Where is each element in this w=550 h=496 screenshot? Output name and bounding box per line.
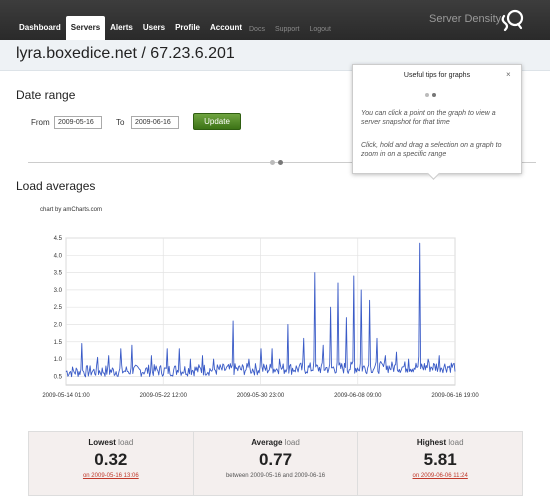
- chart-credit-link[interactable]: chart by amCharts.com: [40, 207, 103, 213]
- pager-dot-active[interactable]: [278, 160, 283, 165]
- from-label: From: [31, 118, 50, 127]
- tips-pager-dot-active[interactable]: [432, 93, 436, 97]
- close-icon[interactable]: ×: [506, 70, 511, 79]
- nav-profile[interactable]: Profile: [175, 23, 200, 32]
- y-tick-label: 4.5: [54, 236, 63, 242]
- average-load-card: Average load 0.77 between 2009-05-16 and…: [194, 432, 359, 495]
- lowest-load-card: Lowest load 0.32 on 2009-05-16 13:06: [29, 432, 194, 495]
- x-tick-label: 2009-05-22 12:00: [140, 393, 188, 399]
- average-load-range: between 2009-05-16 and 2009-06-16: [225, 473, 326, 479]
- update-button[interactable]: Update: [193, 113, 241, 130]
- tip-click-point: You can click a point on the graph to vi…: [361, 110, 496, 126]
- y-tick-label: 1.5: [54, 340, 63, 346]
- tips-pager: [425, 93, 436, 97]
- y-tick-label: 1.0: [54, 357, 63, 363]
- x-tick-label: 2009-06-16 19:00: [431, 393, 479, 399]
- page-title: lyra.boxedice.net / 67.23.6.201: [16, 45, 235, 62]
- tips-popover: Useful tips for graphs × You can click a…: [352, 64, 522, 180]
- server-density-logo-icon[interactable]: [500, 6, 524, 34]
- y-tick-label: 0.5: [54, 374, 63, 380]
- x-tick-label: 2009-05-30 23:00: [237, 393, 285, 399]
- tips-pager-dot[interactable]: [425, 93, 429, 97]
- secondary-nav: Docs Support Logout: [249, 26, 331, 33]
- lowest-load-date-link[interactable]: on 2009-05-16 13:06: [82, 473, 139, 479]
- nav-servers[interactable]: Servers: [65, 16, 106, 40]
- highest-load-value: 5.81: [423, 450, 457, 469]
- nav-users[interactable]: Users: [142, 23, 166, 32]
- tip-drag-zoom: Click, hold and drag a selection on a gr…: [361, 142, 502, 158]
- highest-load-date-link[interactable]: on 2009-06-06 11:24: [412, 473, 468, 479]
- x-tick-label: 2009-05-14 01:00: [42, 393, 90, 399]
- nav-dashboard[interactable]: Dashboard: [19, 23, 61, 32]
- y-tick-label: 3.5: [54, 271, 63, 277]
- nav-alerts[interactable]: Alerts: [110, 23, 133, 32]
- x-tick-label: 2009-06-08 09:00: [334, 393, 382, 399]
- nav-support[interactable]: Support: [274, 26, 300, 33]
- main-nav: Dashboard Servers Alerts Users Profile A…: [14, 16, 247, 40]
- card-title: Lowest load: [88, 438, 134, 447]
- y-tick-label: 4.0: [54, 253, 63, 259]
- pager-dot[interactable]: [270, 160, 275, 165]
- nav-logout[interactable]: Logout: [309, 26, 331, 33]
- card-title: Highest load: [416, 438, 464, 447]
- card-title: Average load: [251, 438, 300, 447]
- y-tick-label: 2.5: [54, 305, 63, 311]
- date-range-heading: Date range: [16, 88, 76, 102]
- pager-dots: [270, 160, 283, 165]
- lowest-load-value: 0.32: [94, 450, 128, 469]
- y-tick-label: 3.0: [54, 288, 63, 294]
- load-summary: Lowest load 0.32 on 2009-05-16 13:06 Ave…: [28, 431, 523, 496]
- average-load-value: 0.77: [258, 450, 293, 469]
- from-date-input[interactable]: [54, 116, 102, 129]
- nav-docs[interactable]: Docs: [249, 26, 265, 33]
- load-series-line[interactable]: [65, 242, 456, 378]
- to-label: To: [116, 118, 125, 127]
- y-tick-label: 2.0: [54, 322, 63, 328]
- nav-account[interactable]: Account: [210, 23, 242, 32]
- tips-title: Useful tips for graphs: [403, 72, 471, 79]
- load-chart[interactable]: 4.5 4.0 3.5 3.0 2.5 2.0 1.5 1.0 0.5 2009-05-14 01…: [0, 0, 550, 430]
- load-averages-heading: Load averages: [16, 179, 96, 193]
- to-date-input[interactable]: [131, 116, 179, 129]
- highest-load-card: Highest load 5.81 on 2009-06-06 11:24: [358, 432, 522, 495]
- top-navigation-bar: Dashboard Servers Alerts Users Profile A…: [0, 0, 550, 40]
- brand-name: Server Density: [429, 13, 502, 25]
